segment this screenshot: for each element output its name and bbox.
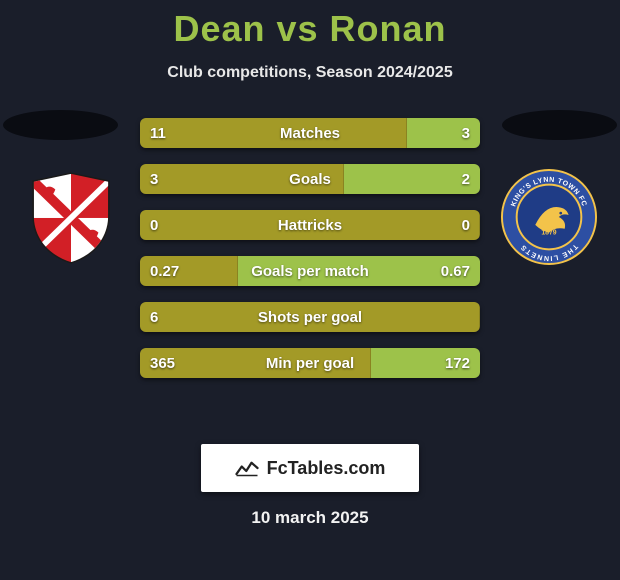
team-crest-left	[22, 168, 120, 266]
metric-label: Min per goal	[140, 348, 480, 378]
metric-label: Matches	[140, 118, 480, 148]
metric-label: Goals	[140, 164, 480, 194]
metric-label: Shots per goal	[140, 302, 480, 332]
shadow-left	[3, 110, 118, 140]
comparison-stage: KING'S LYNN TOWN FC THE LINNETS 1879 113…	[0, 100, 620, 440]
team-crest-right: KING'S LYNN TOWN FC THE LINNETS 1879	[500, 168, 598, 266]
stat-row: 365172Min per goal	[140, 348, 480, 378]
metric-label: Hattricks	[140, 210, 480, 240]
stat-row: 32Goals	[140, 164, 480, 194]
brand-text: FcTables.com	[267, 458, 386, 479]
shield-icon	[22, 168, 120, 266]
stat-row: 00Hattricks	[140, 210, 480, 240]
page-title: Dean vs Ronan	[0, 0, 620, 50]
page-subtitle: Club competitions, Season 2024/2025	[0, 64, 620, 82]
stat-row: 113Matches	[140, 118, 480, 148]
stat-row: 6Shots per goal	[140, 302, 480, 332]
roundel-icon: KING'S LYNN TOWN FC THE LINNETS 1879	[500, 168, 598, 266]
brand-badge[interactable]: FcTables.com	[201, 444, 419, 492]
crest-year: 1879	[541, 230, 556, 237]
chart-icon	[235, 459, 259, 477]
shadow-right	[502, 110, 617, 140]
metric-label: Goals per match	[140, 256, 480, 286]
snapshot-date: 10 march 2025	[0, 508, 620, 528]
stat-row: 0.270.67Goals per match	[140, 256, 480, 286]
stat-rows: 113Matches 32Goals 00Hattricks 0.270.67Goal…	[140, 118, 480, 394]
